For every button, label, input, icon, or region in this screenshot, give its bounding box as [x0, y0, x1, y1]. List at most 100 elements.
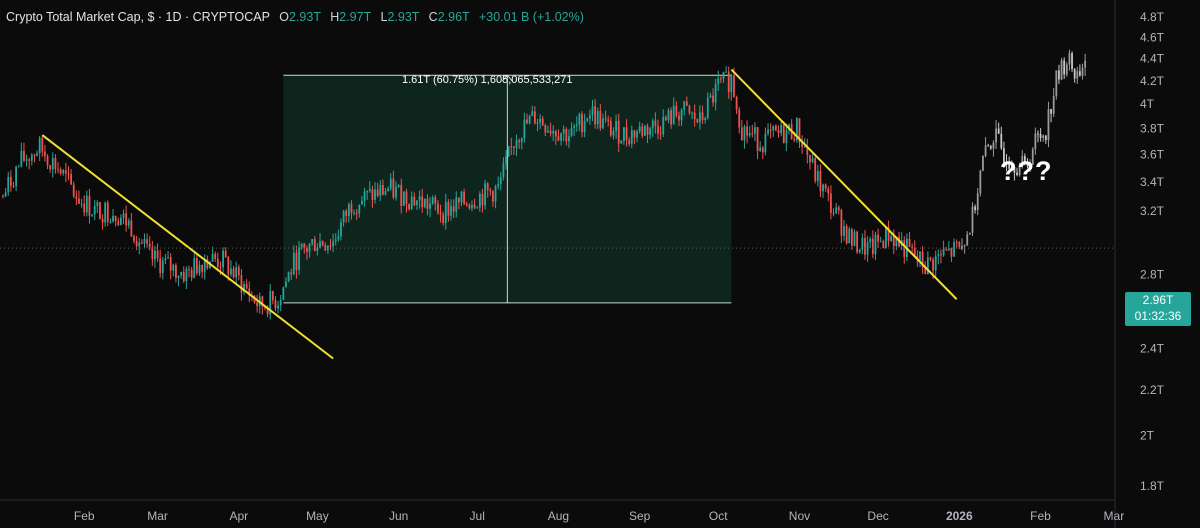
- price-candle: [740, 127, 743, 141]
- price-candle: [617, 120, 620, 144]
- price-candle: [858, 249, 861, 253]
- price-candle: [324, 245, 327, 251]
- price-candle: [806, 146, 809, 155]
- price-candle: [641, 126, 644, 136]
- price-candle: [908, 238, 911, 247]
- price-candle: [237, 266, 240, 276]
- price-candle: [591, 106, 594, 116]
- price-candle: [300, 243, 303, 248]
- price-candle: [83, 203, 86, 213]
- x-tick-label: Feb: [1030, 509, 1051, 523]
- price-candle: [890, 236, 893, 241]
- price-candle: [654, 120, 657, 126]
- projection-candle: [1013, 166, 1016, 173]
- price-candle: [539, 118, 541, 123]
- price-candle: [919, 251, 921, 261]
- price-candle: [494, 186, 497, 202]
- price-candle: [581, 114, 583, 133]
- price-candle: [306, 248, 308, 252]
- change-value: +30.01 B (+1.02%): [478, 10, 584, 24]
- price-candle: [950, 248, 953, 257]
- price-candle: [30, 154, 33, 161]
- projection-candle: [961, 246, 963, 249]
- price-candle: [468, 204, 471, 209]
- price-candle: [240, 275, 243, 293]
- price-candle: [924, 267, 927, 275]
- projection-candle: [1018, 164, 1021, 176]
- price-candle: [452, 206, 455, 212]
- price-candle: [164, 258, 167, 261]
- price-candle: [492, 191, 494, 202]
- price-candle: [725, 71, 728, 73]
- projection-candle: [1016, 172, 1018, 176]
- price-candle: [628, 140, 631, 144]
- price-candle: [853, 231, 856, 246]
- price-candle: [644, 125, 646, 136]
- price-candle: [646, 125, 649, 135]
- price-candle: [769, 129, 772, 131]
- price-candle: [12, 186, 15, 188]
- price-candle: [17, 166, 20, 168]
- projection-candle: [1071, 53, 1073, 70]
- price-candle: [172, 264, 175, 271]
- x-tick-label: Jun: [389, 509, 408, 523]
- price-candle: [321, 241, 324, 246]
- price-candle: [450, 206, 452, 216]
- price-candle: [816, 170, 819, 182]
- price-candle: [730, 75, 733, 93]
- price-candle: [670, 110, 672, 125]
- price-candle: [180, 271, 183, 276]
- symbol-title[interactable]: Crypto Total Market Cap, $ · 1D · CRYPTO…: [6, 10, 270, 24]
- price-candle: [481, 194, 484, 206]
- price-candle: [355, 212, 358, 214]
- price-candle: [182, 271, 185, 282]
- measure-layer: [283, 74, 732, 304]
- price-candle: [177, 275, 180, 278]
- price-candle: [937, 254, 940, 256]
- bar-countdown: 01:32:36: [1134, 309, 1182, 323]
- price-candle: [764, 133, 767, 153]
- price-candle: [934, 255, 937, 271]
- price-candle: [319, 241, 321, 248]
- price-candle: [465, 203, 468, 205]
- price-candle: [738, 109, 741, 128]
- price-candle: [405, 191, 408, 204]
- price-candle: [154, 250, 156, 260]
- price-candle: [921, 251, 924, 268]
- price-candle: [232, 268, 235, 278]
- price-candle: [554, 131, 557, 137]
- price-candle: [127, 220, 130, 226]
- price-candle: [733, 75, 735, 97]
- price-candle: [402, 191, 405, 206]
- price-candle: [72, 184, 75, 197]
- projection-candle: [1021, 156, 1024, 165]
- price-candle: [864, 237, 866, 255]
- price-candle: [298, 247, 300, 270]
- x-tick-label: Apr: [229, 509, 248, 523]
- price-candle: [505, 156, 507, 164]
- price-candle: [735, 96, 738, 110]
- price-candle: [929, 257, 932, 260]
- price-candle: [699, 112, 701, 123]
- projection-candle: [976, 193, 979, 211]
- price-candle: [457, 197, 460, 203]
- price-candle: [125, 213, 128, 226]
- y-tick-label: 4.6T: [1140, 30, 1165, 44]
- price-candle: [345, 210, 348, 217]
- x-tick-label: Sep: [629, 509, 651, 523]
- projection-candle: [1073, 69, 1076, 79]
- projection-candle: [1052, 96, 1055, 114]
- price-candle: [478, 194, 481, 208]
- price-candle: [596, 110, 599, 125]
- price-candle: [274, 300, 277, 309]
- price-candle: [604, 118, 607, 120]
- price-candle: [518, 140, 521, 143]
- price-candle: [334, 239, 337, 242]
- price-candle: [659, 133, 662, 135]
- price-candle: [743, 126, 746, 141]
- price-candle: [271, 291, 274, 301]
- price-candle: [368, 189, 371, 191]
- price-candle: [190, 269, 193, 278]
- price-candle: [594, 106, 597, 125]
